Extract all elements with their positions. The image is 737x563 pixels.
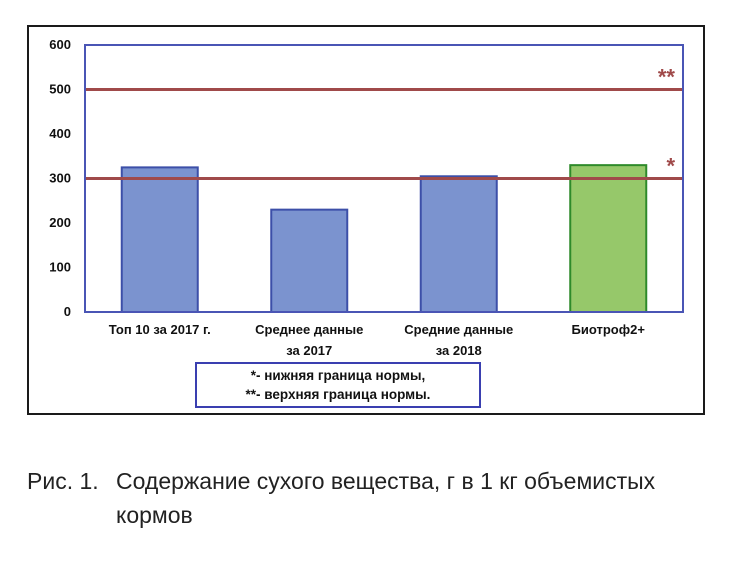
y-tick-label: 400 [49,126,71,141]
caption-number: Рис. 1. [27,468,99,494]
y-tick-label: 500 [49,82,71,97]
chart-frame: 0 100 200 300 400 500 600 Топ 10 за 2017 г. Сред… [27,25,705,415]
x-tick-label: Средние данные [404,322,513,337]
bar [270,208,349,313]
bar [569,164,648,313]
y-tick-label: 300 [49,171,71,186]
x-tick-label: за 2017 [286,343,332,358]
x-tick-label: за 2018 [436,343,482,358]
plot-area-border [84,44,684,313]
bar [120,166,199,313]
legend: *- нижняя граница нормы, **- верхняя гра… [195,362,481,408]
y-tick-label: 200 [49,215,71,230]
legend-line-upper: **- верхняя граница нормы. [245,387,431,402]
bar [419,175,498,313]
x-tick-label: Биотроф2+ [572,322,646,337]
x-tick-label: Среднее данные [255,322,363,337]
reference-marker: ** [658,65,676,90]
y-tick-label: 600 [49,37,71,52]
legend-line-lower: *- нижняя граница нормы, [250,368,426,383]
caption-text: Содержание сухого вещества, г в 1 кг объ… [116,468,656,528]
y-tick-label: 100 [49,260,71,275]
y-tick-label: 0 [64,304,71,319]
reference-marker: * [666,154,675,179]
x-tick-label: Топ 10 за 2017 г. [109,322,211,337]
bar-chart: 0 100 200 300 400 500 600 Топ 10 за 2017 г. Сред… [49,37,684,358]
